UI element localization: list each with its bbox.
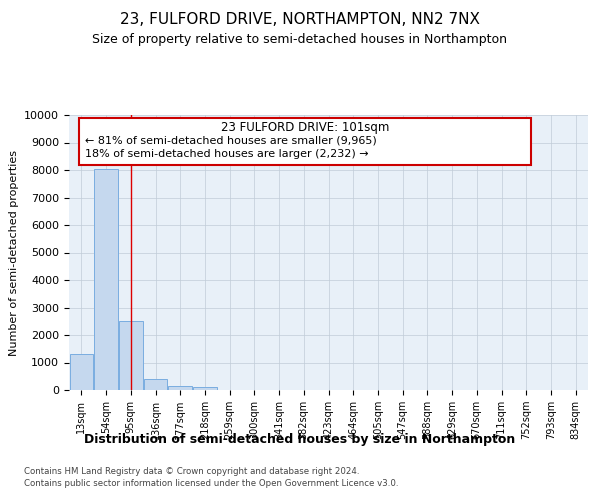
Bar [94,168,118,390]
Bar [193,387,217,390]
Bar [144,380,167,390]
Y-axis label: Number of semi-detached properties: Number of semi-detached properties [9,150,19,356]
Text: Size of property relative to semi-detached houses in Northampton: Size of property relative to semi-detach… [92,32,508,46]
Bar [169,386,192,390]
Bar [119,322,143,390]
FancyBboxPatch shape [79,118,531,164]
Text: Distribution of semi-detached houses by size in Northampton: Distribution of semi-detached houses by … [85,432,515,446]
Text: 18% of semi-detached houses are larger (2,232) →: 18% of semi-detached houses are larger (… [85,150,368,160]
Text: ← 81% of semi-detached houses are smaller (9,965): ← 81% of semi-detached houses are smalle… [85,136,376,145]
Text: 23, FULFORD DRIVE, NORTHAMPTON, NN2 7NX: 23, FULFORD DRIVE, NORTHAMPTON, NN2 7NX [120,12,480,28]
Text: 23 FULFORD DRIVE: 101sqm: 23 FULFORD DRIVE: 101sqm [221,120,389,134]
Text: Contains HM Land Registry data © Crown copyright and database right 2024.: Contains HM Land Registry data © Crown c… [24,468,359,476]
Text: Contains public sector information licensed under the Open Government Licence v3: Contains public sector information licen… [24,479,398,488]
Bar [70,354,93,390]
